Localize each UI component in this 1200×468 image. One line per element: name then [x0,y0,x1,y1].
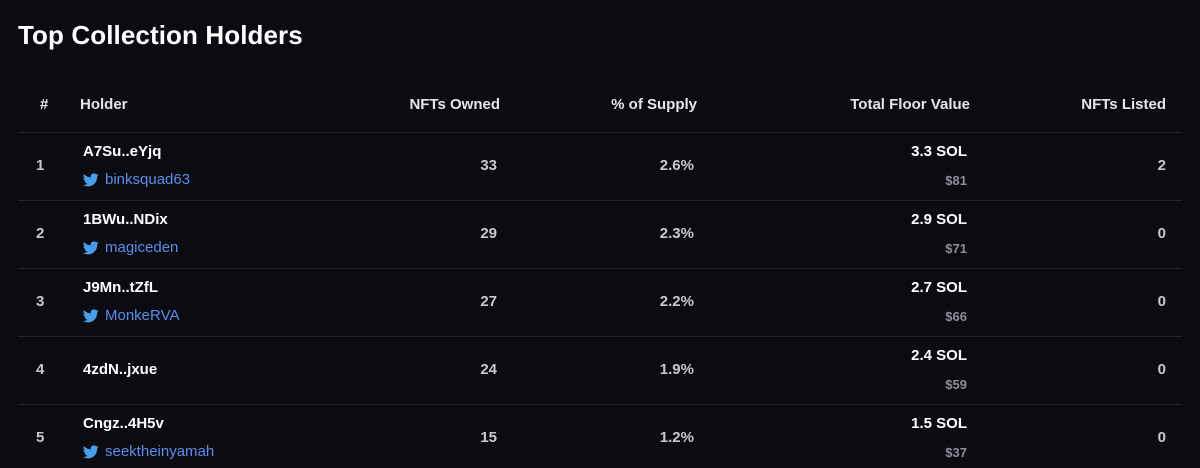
table-row[interactable]: 4 4zdN..jxue 24 1.9% 2.4 SOL $59 0 [18,337,1182,405]
holder-address-link[interactable]: Cngz..4H5v [83,415,164,432]
twitter-handle-link[interactable]: binksquad63 [83,171,190,188]
nfts-listed-cell: 0 [1157,361,1166,378]
table-header: # Holder NFTs Owned % of Supply Total Fl… [18,82,1182,133]
rank-cell: 2 [36,225,45,242]
nfts-owned-cell: 15 [480,429,497,446]
holder-address-link[interactable]: A7Su..eYjq [83,143,162,160]
twitter-handle-text: MonkeRVA [105,307,180,324]
column-header-holder[interactable]: Holder [80,96,128,113]
twitter-handle-link[interactable]: seektheinyamah [83,443,214,460]
floor-value-usd: $81 [945,173,967,188]
floor-value-usd: $66 [945,309,967,324]
column-header-nfts-owned[interactable]: NFTs Owned [409,96,500,113]
twitter-icon [83,444,99,459]
nfts-listed-cell: 0 [1157,429,1166,446]
holder-address-link[interactable]: J9Mn..tZfL [83,279,158,296]
nfts-listed-cell: 0 [1157,293,1166,310]
floor-value-sol: 2.4 SOL [911,347,967,364]
twitter-handle-link[interactable]: magiceden [83,239,178,256]
floor-value-sol: 2.9 SOL [911,211,967,228]
floor-value-sol: 2.7 SOL [911,279,967,296]
nfts-owned-cell: 29 [480,225,497,242]
page-title: Top Collection Holders [18,20,303,50]
twitter-handle-text: seektheinyamah [105,443,215,460]
table-row[interactable]: 1 A7Su..eYjq binksquad63 33 2.6% 3.3 SOL… [18,133,1182,201]
supply-cell: 2.6% [659,157,694,174]
supply-cell: 1.2% [659,429,694,446]
table-body: 1 A7Su..eYjq binksquad63 33 2.6% 3.3 SOL… [18,133,1182,468]
nfts-owned-cell: 33 [480,157,497,174]
supply-cell: 1.9% [659,361,694,378]
twitter-handle-text: magiceden [105,239,179,256]
table-row[interactable]: 3 J9Mn..tZfL MonkeRVA 27 2.2% 2.7 SOL $6… [18,269,1182,337]
column-header-rank[interactable]: # [40,96,49,113]
holder-address-link[interactable]: 1BWu..NDix [83,211,168,228]
table-row[interactable]: 2 1BWu..NDix magiceden 29 2.3% 2.9 SOL $… [18,201,1182,269]
holder-address-link[interactable]: 4zdN..jxue [83,361,158,378]
nfts-owned-cell: 27 [480,293,497,310]
supply-cell: 2.2% [659,293,694,310]
column-header-supply[interactable]: % of Supply [611,96,697,113]
supply-cell: 2.3% [659,225,694,242]
floor-value-usd: $71 [945,241,967,256]
nfts-owned-cell: 24 [480,361,497,378]
floor-value-sol: 3.3 SOL [911,143,967,160]
twitter-icon [83,240,99,255]
rank-cell: 1 [36,157,45,174]
nfts-listed-cell: 2 [1157,157,1166,174]
nfts-listed-cell: 0 [1157,225,1166,242]
rank-cell: 4 [36,361,45,378]
rank-cell: 5 [36,429,45,446]
floor-value-sol: 1.5 SOL [911,415,967,432]
twitter-handle-text: binksquad63 [105,171,191,188]
table-row[interactable]: 5 Cngz..4H5v seektheinyamah 15 1.2% 1.5 … [18,405,1182,468]
column-header-floor-value[interactable]: Total Floor Value [850,96,970,113]
twitter-handle-link[interactable]: MonkeRVA [83,307,179,324]
twitter-icon [83,172,99,187]
holders-table: # Holder NFTs Owned % of Supply Total Fl… [18,82,1182,468]
rank-cell: 3 [36,293,45,310]
floor-value-usd: $37 [945,445,967,460]
twitter-icon [83,308,99,323]
floor-value-usd: $59 [945,377,967,392]
column-header-nfts-listed[interactable]: NFTs Listed [1081,96,1166,113]
